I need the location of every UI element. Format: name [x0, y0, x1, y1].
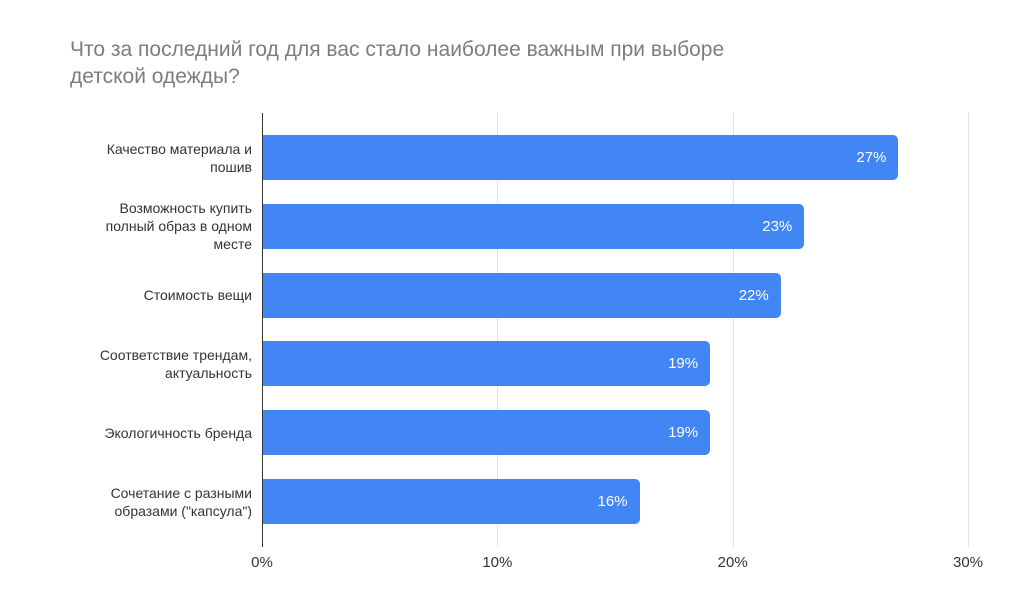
gridline [732, 113, 734, 547]
category-label: Возможность купить полный образ в одном … [105, 200, 252, 253]
bar-value-label: 19% [668, 355, 699, 373]
bar-value-label: 19% [668, 424, 699, 442]
gridline [497, 113, 499, 547]
category-label: Качество материала и пошив [106, 140, 252, 175]
category-label: Сочетание с разными образами ("капсула") [110, 484, 252, 519]
bar-value-label: 23% [762, 217, 793, 235]
x-tick-label: 20% [717, 554, 748, 571]
bar: 23% [263, 203, 805, 249]
plot-area: 0% 10% 20% 30% 27% 23% 22% 19% 19% 16% [251, 113, 985, 571]
x-tick-label: 10% [482, 554, 513, 571]
bar: 27% [263, 135, 899, 180]
category-label: Соответствие трендам, актуальность [99, 346, 252, 381]
bar-value-label: 22% [738, 286, 769, 304]
bar-value-label: 27% [856, 149, 887, 166]
bar-value-label: 16% [597, 493, 628, 510]
bar: 19% [263, 410, 711, 456]
bar: 22% [263, 272, 781, 318]
x-tick-label: 0% [251, 554, 273, 571]
gridline [968, 113, 969, 547]
bar: 19% [263, 341, 711, 387]
x-tick-label: 30% [952, 554, 984, 571]
chart-title: Что за последний год для вас стало наибо… [70, 38, 725, 88]
category-label: Экологичность бренда [104, 424, 252, 441]
bar: 16% [263, 479, 640, 524]
x-axis-baseline [262, 113, 263, 547]
category-label: Стоимость вещи [143, 287, 252, 304]
